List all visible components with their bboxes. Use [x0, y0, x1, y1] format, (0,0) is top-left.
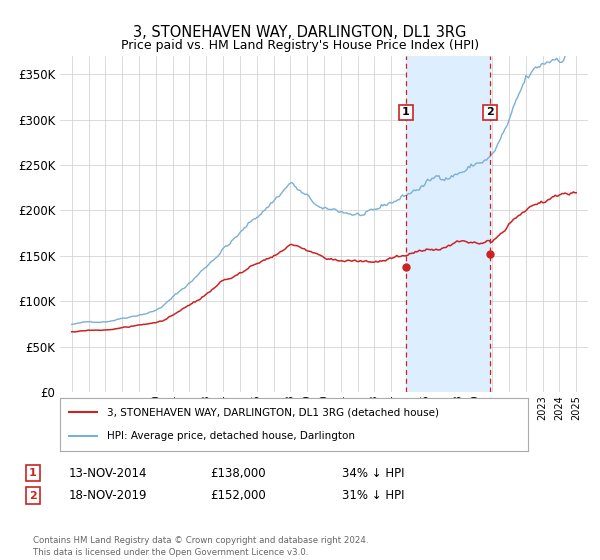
Text: 18-NOV-2019: 18-NOV-2019 [69, 489, 148, 502]
Bar [406, 56, 490, 392]
Text: HPI: Average price, detached house, Darlington: HPI: Average price, detached house, Darl… [107, 431, 355, 441]
Text: 3, STONEHAVEN WAY, DARLINGTON, DL1 3RG (detached house): 3, STONEHAVEN WAY, DARLINGTON, DL1 3RG (… [107, 408, 439, 418]
Text: 3, STONEHAVEN WAY, DARLINGTON, DL1 3RG: 3, STONEHAVEN WAY, DARLINGTON, DL1 3RG [133, 25, 467, 40]
Text: 2: 2 [486, 108, 494, 117]
Text: 13-NOV-2014: 13-NOV-2014 [69, 466, 148, 480]
Text: 31% ↓ HPI: 31% ↓ HPI [342, 489, 404, 502]
Text: 1: 1 [402, 108, 410, 117]
Text: 34% ↓ HPI: 34% ↓ HPI [342, 466, 404, 480]
Text: Contains HM Land Registry data © Crown copyright and database right 2024.
This d: Contains HM Land Registry data © Crown c… [33, 536, 368, 557]
Text: 2: 2 [29, 491, 37, 501]
Text: £138,000: £138,000 [210, 466, 266, 480]
Text: 1: 1 [29, 468, 37, 478]
Text: £152,000: £152,000 [210, 489, 266, 502]
Text: Price paid vs. HM Land Registry's House Price Index (HPI): Price paid vs. HM Land Registry's House … [121, 39, 479, 52]
